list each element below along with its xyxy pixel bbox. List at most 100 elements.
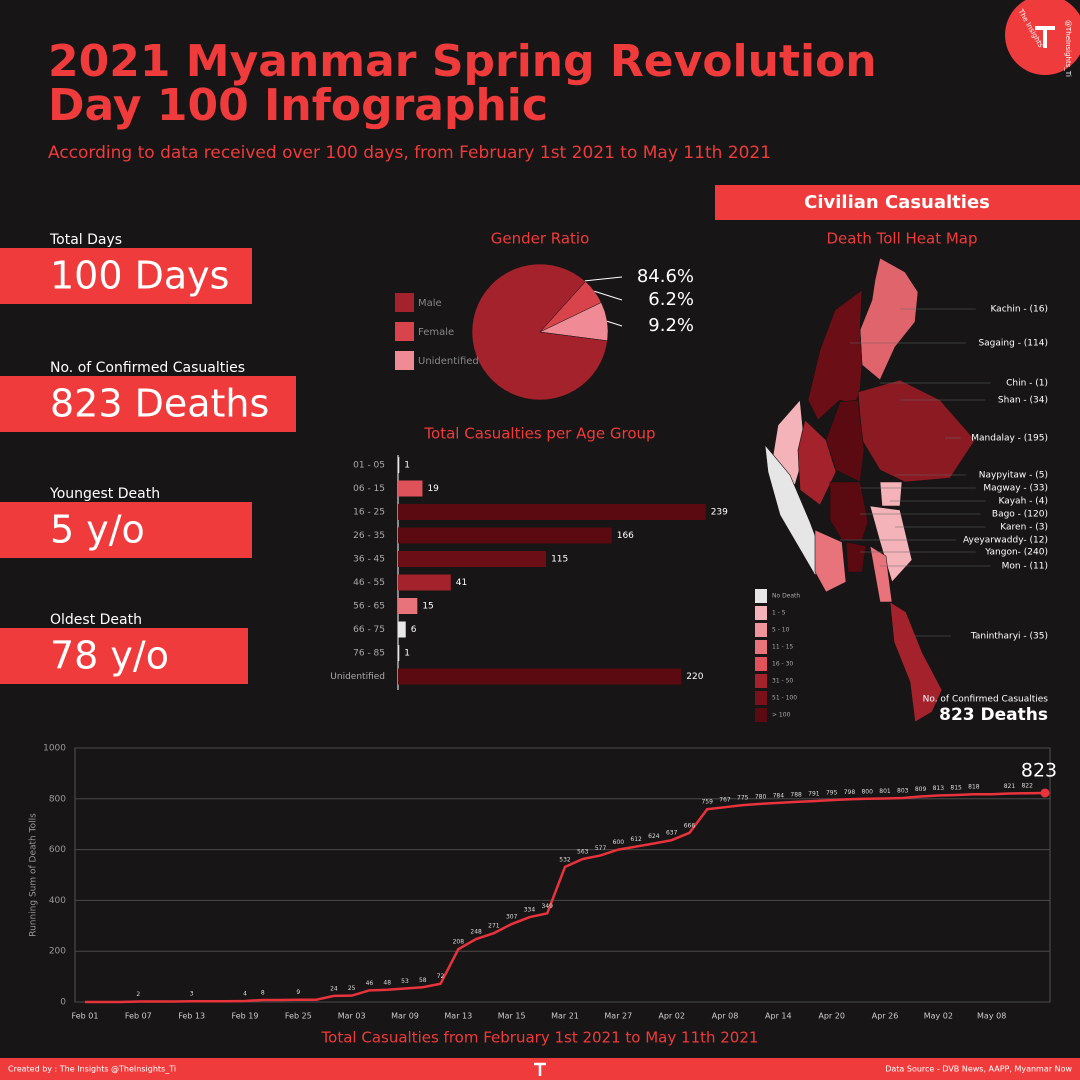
region [869, 545, 893, 603]
region [797, 419, 837, 506]
data-label: 818 [968, 784, 980, 791]
pie-label: 84.6% [637, 266, 694, 287]
data-label: 775 [737, 795, 749, 802]
data-label: 24 [330, 985, 338, 992]
region-label: Mon - (11) [1002, 562, 1048, 572]
legend-swatch [755, 623, 767, 637]
y-tick-label: 01 - 05 [353, 461, 385, 471]
data-label: 334 [524, 907, 536, 914]
data-label: 809 [915, 786, 927, 793]
data-label: 9 [296, 989, 300, 996]
stat-box [0, 248, 252, 304]
region-label: Yangon- (240) [984, 548, 1048, 558]
data-label: 821 [1004, 783, 1016, 790]
map-total-label: No. of Confirmed Casualties [923, 695, 1049, 705]
region-label: Shan - (34) [998, 396, 1048, 406]
y-tick-label: 26 - 35 [353, 531, 385, 541]
data-label: 801 [879, 788, 891, 795]
stat-label: Oldest Death [50, 612, 142, 628]
legend-swatch [755, 674, 767, 688]
region [807, 289, 863, 421]
bar [398, 668, 682, 685]
bar [398, 480, 423, 497]
legend-swatch [395, 322, 414, 341]
bar-label: 6 [411, 625, 417, 635]
region [889, 601, 943, 723]
y-tick-label: 800 [49, 794, 66, 804]
map [764, 257, 976, 723]
region-label: Bago - (120) [992, 510, 1048, 520]
pie-label: 9.2% [648, 315, 694, 336]
data-label: 795 [826, 790, 838, 797]
title: 2021 Myanmar Spring Revolution [48, 36, 877, 87]
legend-swatch [755, 708, 767, 722]
x-tick-label: Apr 26 [872, 1012, 899, 1021]
region-label: Tanintharyi - (35) [970, 632, 1048, 642]
y-tick-label: 16 - 25 [353, 508, 385, 518]
banner [715, 185, 1080, 220]
data-label: 4 [243, 990, 247, 997]
logo-handle: @TheInsights_Ti [1064, 20, 1072, 77]
data-label: 791 [808, 791, 820, 798]
legend-label: 31 - 50 [772, 678, 793, 685]
region-label: Magway - (33) [983, 484, 1048, 494]
legend-label: Unidentified [418, 356, 479, 367]
data-label: 600 [613, 839, 625, 846]
bar-label: 1 [404, 649, 410, 659]
x-tick-label: Feb 25 [285, 1012, 312, 1021]
bar [398, 527, 612, 544]
y-tick-label: 46 - 55 [353, 578, 385, 588]
x-tick-label: Mar 09 [391, 1012, 419, 1021]
legend-label: 51 - 100 [772, 695, 797, 702]
data-label: 2 [136, 991, 140, 998]
bar-label: 1 [404, 461, 410, 471]
x-tick-label: May 02 [924, 1012, 953, 1021]
bar [398, 645, 400, 661]
region-label: Mandalay - (195) [971, 434, 1048, 444]
y-tick-label: 400 [49, 896, 66, 906]
region-label: Kachin - (16) [990, 305, 1048, 315]
stat-label: No. of Confirmed Casualties [50, 360, 245, 376]
legend-swatch [755, 657, 767, 671]
legend-label: 16 - 30 [772, 661, 793, 668]
data-label: 349 [541, 903, 553, 910]
x-tick-label: Apr 20 [818, 1012, 845, 1021]
data-label: 307 [506, 914, 518, 921]
x-tick-label: Apr 14 [765, 1012, 792, 1021]
data-label: 46 [366, 980, 374, 987]
data-label: 815 [950, 784, 962, 791]
logo [1005, 0, 1080, 75]
bar-label: 41 [456, 578, 467, 588]
footer-logo [534, 1062, 546, 1076]
logo-mark [1035, 26, 1055, 48]
y-tick-label: 600 [49, 845, 66, 855]
x-tick-label: Apr 02 [658, 1012, 685, 1021]
legend-swatch [395, 351, 414, 370]
legend-label: 11 - 15 [772, 644, 793, 651]
data-label: 532 [559, 856, 571, 863]
data-label: 271 [488, 923, 500, 930]
legend-label: > 100 [772, 712, 791, 719]
y-tick-label: 06 - 15 [353, 484, 385, 494]
pie-slice [471, 263, 608, 401]
y-tick-label: 200 [49, 947, 66, 957]
x-tick-label: Feb 07 [125, 1012, 152, 1021]
data-label: 3 [190, 991, 194, 998]
region [869, 505, 913, 583]
y-tick-label: Unidentified [330, 672, 385, 682]
y-tick-label: 1000 [43, 744, 66, 754]
data-label: 25 [348, 985, 356, 992]
y-tick-label: 76 - 85 [353, 649, 385, 659]
region [857, 379, 976, 483]
data-label: 637 [666, 830, 678, 837]
bar-label: 166 [617, 531, 634, 541]
stat-value: 5 y/o [50, 508, 145, 552]
data-label: 798 [844, 789, 856, 796]
bar [398, 504, 706, 520]
x-tick-label: Mar 27 [604, 1012, 632, 1021]
data-label: 813 [933, 785, 945, 792]
data-label: 624 [648, 833, 660, 840]
data-label: 759 [701, 799, 713, 806]
bar-label: 115 [551, 555, 568, 565]
legend-label: No Death [772, 593, 800, 600]
